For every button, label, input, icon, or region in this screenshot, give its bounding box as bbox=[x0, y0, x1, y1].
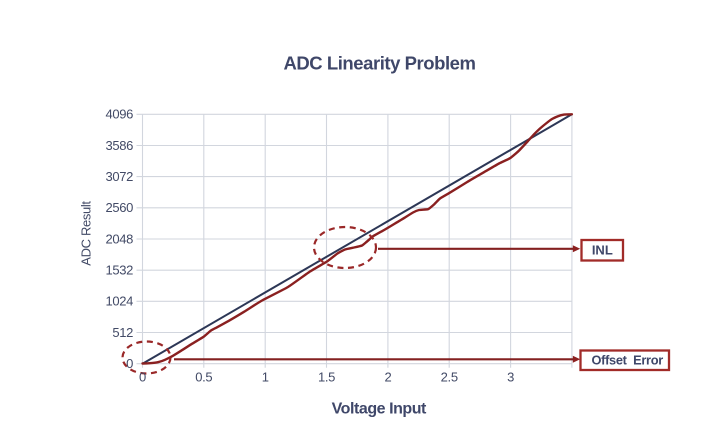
svg-text:1: 1 bbox=[262, 370, 269, 385]
svg-text:1532: 1532 bbox=[105, 263, 133, 278]
svg-text:1024: 1024 bbox=[105, 294, 133, 309]
svg-text:4096: 4096 bbox=[105, 107, 133, 122]
svg-text:0: 0 bbox=[139, 370, 146, 385]
svg-text:2560: 2560 bbox=[105, 200, 133, 215]
svg-text:512: 512 bbox=[112, 325, 133, 340]
svg-text:ADC Result: ADC Result bbox=[79, 201, 94, 266]
svg-text:Offset Error: Offset Error bbox=[591, 353, 663, 368]
svg-text:3072: 3072 bbox=[105, 169, 133, 184]
svg-text:1.5: 1.5 bbox=[318, 370, 335, 385]
svg-text:ADC Linearity Problem: ADC Linearity Problem bbox=[283, 53, 475, 74]
svg-text:0: 0 bbox=[126, 356, 133, 371]
svg-text:3: 3 bbox=[507, 370, 514, 385]
svg-text:INL: INL bbox=[592, 243, 613, 258]
svg-text:2: 2 bbox=[384, 370, 391, 385]
svg-text:2048: 2048 bbox=[105, 231, 133, 246]
svg-text:0.5: 0.5 bbox=[195, 370, 212, 385]
svg-text:2.5: 2.5 bbox=[441, 370, 458, 385]
svg-text:3586: 3586 bbox=[105, 138, 133, 153]
svg-text:Voltage Input: Voltage Input bbox=[332, 400, 427, 417]
